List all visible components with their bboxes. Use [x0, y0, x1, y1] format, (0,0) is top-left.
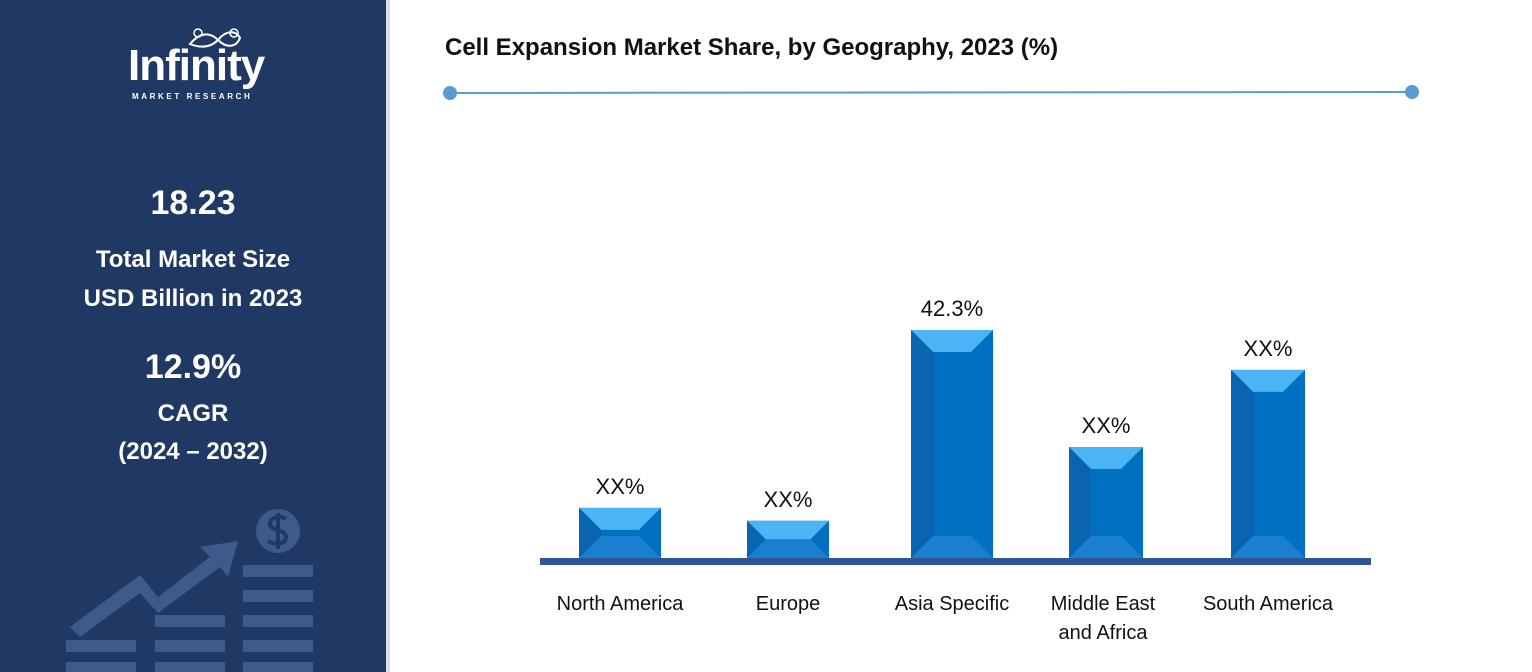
data-label: XX% — [596, 474, 645, 499]
bar-bevel-top — [911, 330, 993, 352]
cagr-label: CAGR — [157, 400, 229, 427]
chart-title: Cell Expansion Market Share, by Geograph… — [445, 34, 1059, 61]
underline-dot-right — [1405, 85, 1419, 99]
bar-bevel-bottom — [579, 536, 661, 558]
brand-tagline: MARKET RESEARCH — [132, 92, 253, 101]
market-size-value: 18.23 — [150, 184, 236, 222]
category-label: Middle East — [1051, 593, 1156, 615]
underline-dot-left — [443, 86, 457, 100]
bar-bevel-top — [747, 520, 829, 540]
cagr-period: (2024 – 2032) — [118, 438, 268, 465]
bar-bevel-top — [579, 507, 661, 530]
brand-name: Infinity — [128, 41, 265, 90]
market-size-unit: USD Billion in 2023 — [83, 285, 303, 312]
bar-bevel-bottom — [1231, 536, 1305, 558]
data-label: XX% — [1244, 336, 1293, 361]
x-axis-line — [540, 558, 1371, 565]
category-label: Europe — [756, 593, 821, 615]
category-label: Asia Specific — [895, 593, 1010, 615]
data-label: XX% — [764, 487, 813, 512]
growth-chart-icon — [66, 509, 313, 672]
category-label: and Africa — [1059, 622, 1149, 644]
bar-bevel-bottom — [1069, 536, 1143, 558]
brand-logo: Infinity MARKET RESEARCH — [128, 28, 278, 108]
bar-bevel-bottom — [747, 539, 829, 558]
category-label: North America — [557, 593, 685, 615]
bar-bevel-bottom — [911, 536, 993, 558]
bar-bevel-top — [1231, 369, 1305, 392]
bar-bevel-left — [747, 520, 766, 558]
bar-bevel-left — [911, 330, 933, 558]
category-label: South America — [1203, 593, 1334, 615]
market-size-label: Total Market Size — [95, 246, 291, 273]
infinity-logo-icon — [188, 28, 242, 48]
bar-bevel-left — [1069, 446, 1091, 558]
bar-bevel-left — [1231, 369, 1253, 558]
sidebar-panel: Infinity MARKET RESEARCH 18.23 Total Mar… — [0, 0, 390, 672]
data-label: XX% — [1082, 413, 1131, 438]
bar-bevel-left — [579, 507, 601, 558]
cagr-value: 12.9% — [144, 348, 242, 386]
data-label: 42.3% — [921, 296, 983, 321]
title-underline — [449, 91, 1413, 94]
bar-bevel-top — [1069, 446, 1143, 469]
